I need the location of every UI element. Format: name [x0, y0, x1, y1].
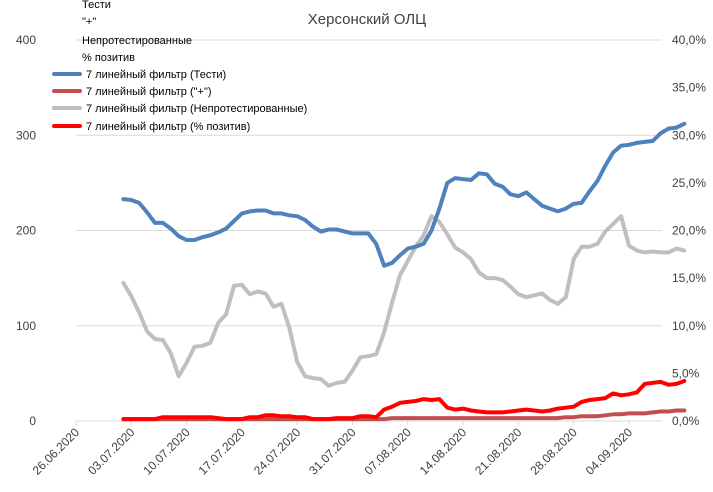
- y-left-tick-label: 100: [16, 319, 36, 333]
- y-right-tick-label: 0,0%: [672, 414, 700, 428]
- x-tick-label: 17.07.2020: [196, 425, 249, 478]
- gridlines: [76, 39, 662, 327]
- y-left-tick-label: 0: [29, 414, 36, 428]
- y-right-tick-label: 25,0%: [672, 176, 706, 190]
- axes: 0 100 200 300 400 0,0% 5,0% 10,0% 15,0% 20,0% 25,0…: [16, 33, 706, 478]
- y-left-tick-label: 400: [16, 33, 36, 47]
- y-right-tick-label: 5,0%: [672, 366, 700, 380]
- x-tick-label: 14.08.2020: [417, 425, 470, 478]
- x-tick-label: 21.08.2020: [472, 425, 525, 478]
- x-tick-label: 10.07.2020: [140, 425, 193, 478]
- x-tick-label: 24.07.2020: [251, 425, 304, 478]
- y-right-tick-label: 15,0%: [672, 271, 706, 285]
- y-right-tick-label: 35,0%: [672, 81, 706, 95]
- series-line: [121, 214, 687, 388]
- x-tick-label: 04.09.2020: [583, 425, 636, 478]
- y-right-tick-label: 30,0%: [672, 128, 706, 142]
- legend-entry-label: "+": [82, 16, 96, 28]
- x-tick-label: 28.08.2020: [527, 425, 580, 478]
- x-tick-label: 31.07.2020: [306, 425, 359, 478]
- x-tick-label: 07.08.2020: [362, 425, 415, 478]
- legend-entry-label: Непротестированные: [82, 35, 192, 47]
- legend-entry-label: 7 линейный фильтр (% позитив): [86, 121, 250, 133]
- y-right-tick-label: 10,0%: [672, 319, 706, 333]
- y-right-tick-label: 20,0%: [672, 224, 706, 238]
- legend-entry-label: Тести: [82, 0, 111, 11]
- y-left-tick-label: 200: [16, 224, 36, 238]
- legend-entry-label: % позитив: [82, 52, 135, 64]
- legend-entry-label: 7 линейный фильтр (Тести): [86, 69, 226, 81]
- legend-entry-label: 7 линейный фильтр ("+"): [86, 86, 212, 98]
- x-tick-label: 26.06.2020: [30, 425, 83, 478]
- series-line: [121, 121, 687, 268]
- series-line: [121, 379, 687, 422]
- legend-entry-label: 7 линейный фильтр (Непротестированные): [86, 103, 307, 115]
- chart-title: Херсонский ОЛЦ: [308, 11, 426, 28]
- y-right-tick-label: 40,0%: [672, 33, 706, 47]
- x-tick-label: 03.07.2020: [85, 425, 138, 478]
- legend: Тести "+" Непротестированные % позитив 7 лин…: [52, 0, 307, 133]
- series-lines: [121, 121, 687, 422]
- y-left-tick-label: 300: [16, 128, 36, 142]
